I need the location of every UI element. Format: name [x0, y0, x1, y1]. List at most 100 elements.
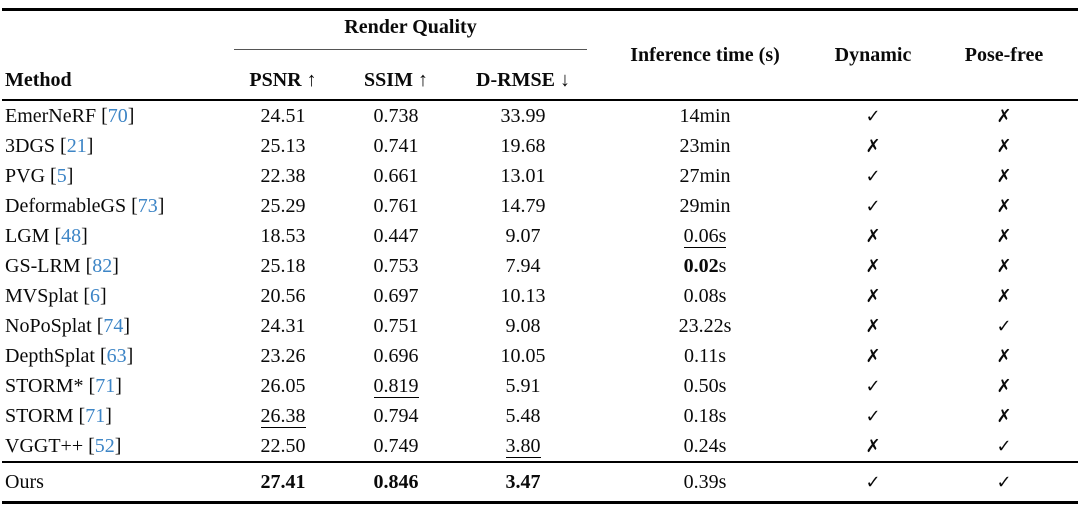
citation-link[interactable]: 52 — [94, 434, 115, 457]
inference-time-cell: 0.08s — [594, 281, 816, 311]
drmse-cell: 3.47 — [452, 461, 594, 503]
check-icon: ✓ — [865, 375, 881, 397]
ssim-cell: 0.749 — [340, 431, 452, 462]
inference-time-cell: 0.24s — [594, 431, 816, 462]
render-quality-label: Render Quality — [234, 11, 587, 50]
drmse-cell: 13.01 — [452, 161, 594, 191]
psnr-header-label: PSNR — [249, 69, 302, 91]
ssim-cell: 0.661 — [340, 161, 452, 191]
citation-link[interactable]: 63 — [106, 344, 127, 367]
psnr-cell-value: 20.56 — [260, 284, 306, 307]
table-body: EmerNeRF [70] 24.51 0.738 33.99 14min ✓ ✗ 3DGS … — [2, 100, 1078, 503]
ssim-cell-value: 0.741 — [373, 134, 419, 157]
ssim-cell-value: 0.819 — [373, 374, 419, 398]
dynamic-cell: ✗ — [816, 221, 930, 251]
inference-time-cell: 0.50s — [594, 371, 816, 401]
check-icon: ✓ — [865, 405, 881, 427]
method-name: PVG — [5, 164, 46, 187]
ssim-cell: 0.819 — [340, 371, 452, 401]
group-header-row: Render Quality Inference time (s) Dynami… — [2, 9, 1078, 101]
drmse-cell-value: 14.79 — [500, 194, 546, 217]
up-arrow-icon: ↑ — [417, 69, 428, 91]
method-cell: VGGT++ [52] — [5, 434, 122, 457]
posefree-cell: ✗ — [930, 221, 1078, 251]
citation-link[interactable]: 5 — [56, 164, 67, 187]
method-cell: STORM [71] — [5, 404, 112, 427]
ssim-cell: 0.741 — [340, 131, 452, 161]
psnr-cell: 24.31 — [226, 311, 340, 341]
method-name: MVSplat — [5, 284, 79, 307]
drmse-cell-value: 7.94 — [505, 254, 541, 277]
ssim-cell: 0.447 — [340, 221, 452, 251]
method-cell: DeformableGS [73] — [5, 194, 165, 217]
ssim-cell: 0.696 — [340, 341, 452, 371]
check-icon: ✓ — [996, 435, 1012, 457]
psnr-cell: 25.13 — [226, 131, 340, 161]
dynamic-cell: ✓ — [816, 161, 930, 191]
inference-time-cell: 0.06s — [594, 221, 816, 251]
cross-icon: ✗ — [865, 285, 881, 307]
cross-icon: ✗ — [996, 105, 1012, 127]
citation-link[interactable]: 71 — [85, 404, 106, 427]
psnr-cell: 20.56 — [226, 281, 340, 311]
citation-link[interactable]: 71 — [95, 374, 116, 397]
table-row: EmerNeRF [70] 24.51 0.738 33.99 14min ✓ ✗ — [2, 100, 1078, 131]
citation-link[interactable]: 6 — [90, 284, 101, 307]
dynamic-cell: ✗ — [816, 431, 930, 462]
ssim-cell: 0.697 — [340, 281, 452, 311]
column-header-row: Method PSNR ↑ SSIM ↑ D-RMSE ↓ — [2, 59, 1078, 101]
inference-time-cell: 0.39s — [594, 461, 816, 503]
citation-link[interactable]: 74 — [103, 314, 124, 337]
posefree-cell: ✗ — [930, 100, 1078, 131]
table-row: DeformableGS [73] 25.29 0.761 14.79 29min ✓ ✗ — [2, 191, 1078, 221]
drmse-cell: 19.68 — [452, 131, 594, 161]
table-row: NoPoSplat [74] 24.31 0.751 9.08 23.22s ✗ ✓ — [2, 311, 1078, 341]
cross-icon: ✗ — [865, 315, 881, 337]
cross-icon: ✗ — [865, 135, 881, 157]
citation-link[interactable]: 21 — [66, 134, 87, 157]
method-name: DepthSplat — [5, 344, 95, 367]
inference-time-cell-value: 0.08s — [683, 284, 727, 307]
drmse-cell-value: 3.47 — [505, 470, 541, 493]
dynamic-cell: ✓ — [816, 371, 930, 401]
ssim-header-label: SSIM — [364, 69, 413, 91]
drmse-cell-value: 9.07 — [505, 224, 541, 247]
psnr-header: PSNR ↑ — [226, 59, 340, 101]
dynamic-cell: ✗ — [816, 131, 930, 161]
citation-link[interactable]: 73 — [137, 194, 158, 217]
method-cell: EmerNeRF [70] — [5, 104, 135, 127]
inference-time-cell: 0.18s — [594, 401, 816, 431]
ssim-cell: 0.761 — [340, 191, 452, 221]
cross-icon: ✗ — [996, 285, 1012, 307]
table-row: DepthSplat [63] 23.26 0.696 10.05 0.11s ✗ ✗ — [2, 341, 1078, 371]
psnr-cell-value: 26.38 — [260, 404, 306, 428]
inference-time-cell-suffix: s — [718, 254, 727, 277]
dynamic-cell: ✗ — [816, 251, 930, 281]
posefree-cell: ✗ — [930, 371, 1078, 401]
citation-link[interactable]: 82 — [92, 254, 113, 277]
ssim-cell-value: 0.661 — [373, 164, 419, 187]
inference-time-cell-value: 0.50s — [683, 374, 727, 397]
psnr-cell: 24.51 — [226, 100, 340, 131]
posefree-cell: ✓ — [930, 311, 1078, 341]
check-icon: ✓ — [865, 195, 881, 217]
psnr-cell: 22.50 — [226, 431, 340, 462]
render-quality-group-header: Render Quality — [226, 10, 594, 60]
citation-link[interactable]: 48 — [61, 224, 82, 247]
ssim-cell-value: 0.696 — [373, 344, 419, 367]
psnr-cell-value: 22.50 — [260, 434, 306, 457]
inference-time-cell-value: 23.22s — [678, 314, 732, 337]
cross-icon: ✗ — [996, 255, 1012, 277]
method-cell: NoPoSplat [74] — [5, 314, 131, 337]
check-icon: ✓ — [865, 165, 881, 187]
method-cell: LGM [48] — [5, 224, 88, 247]
posefree-cell: ✗ — [930, 131, 1078, 161]
cross-icon: ✗ — [996, 375, 1012, 397]
psnr-cell-value: 18.53 — [260, 224, 306, 247]
drmse-cell-value: 10.05 — [500, 344, 546, 367]
method-cell: GS-LRM [82] — [5, 254, 119, 277]
drmse-cell: 3.80 — [452, 431, 594, 462]
drmse-cell: 10.13 — [452, 281, 594, 311]
table-row: STORM* [71] 26.05 0.819 5.91 0.50s ✓ ✗ — [2, 371, 1078, 401]
citation-link[interactable]: 70 — [107, 104, 128, 127]
